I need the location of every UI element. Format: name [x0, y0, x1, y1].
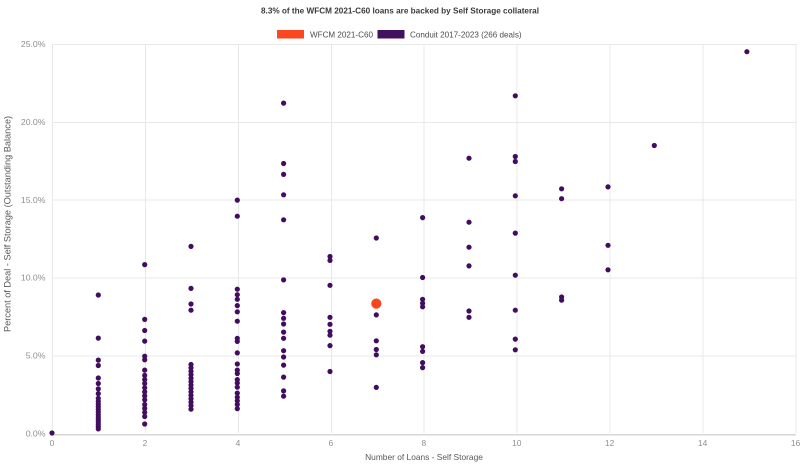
svg-text:Conduit 2017-2023 (266 deals): Conduit 2017-2023 (266 deals)	[410, 30, 522, 39]
svg-text:14: 14	[698, 438, 708, 448]
svg-text:12: 12	[605, 438, 615, 448]
svg-text:15.0%: 15.0%	[21, 195, 46, 205]
svg-text:WFCM 2021-C60: WFCM 2021-C60	[310, 30, 373, 39]
svg-text:16: 16	[791, 438, 800, 448]
svg-text:6: 6	[328, 438, 333, 448]
svg-text:4: 4	[236, 438, 241, 448]
svg-text:10: 10	[512, 438, 522, 448]
svg-text:Number of Loans - Self Storage: Number of Loans - Self Storage	[365, 452, 483, 462]
svg-text:25.0%: 25.0%	[21, 39, 46, 49]
svg-text:0.0%: 0.0%	[26, 428, 46, 438]
svg-text:20.0%: 20.0%	[21, 117, 46, 127]
svg-text:10.0%: 10.0%	[21, 273, 46, 283]
svg-text:Percent of Deal - Self Storage: Percent of Deal - Self Storage (Outstand…	[3, 116, 13, 332]
svg-text:5.0%: 5.0%	[26, 351, 46, 361]
svg-text:0: 0	[50, 438, 55, 448]
svg-text:8: 8	[421, 438, 426, 448]
svg-text:8.3% of the WFCM 2021-C60 loan: 8.3% of the WFCM 2021-C60 loans are back…	[261, 7, 539, 16]
svg-text:2: 2	[143, 438, 148, 448]
